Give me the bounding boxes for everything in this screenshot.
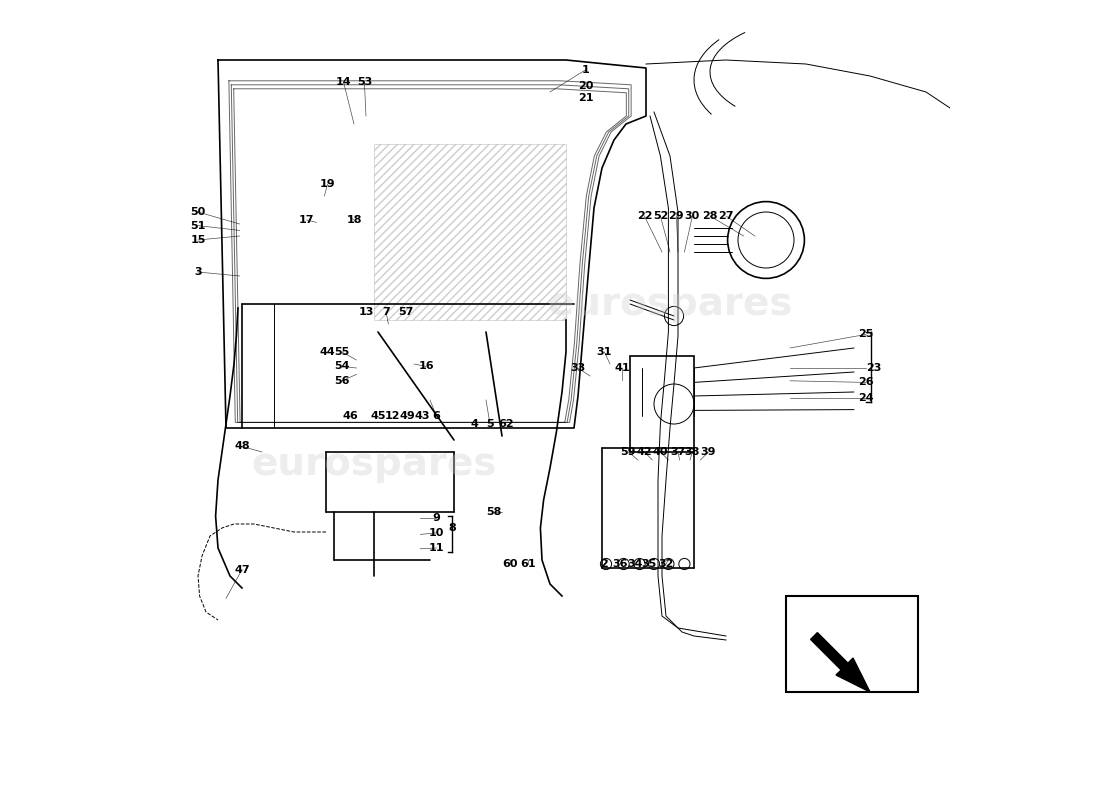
Text: 31: 31	[596, 347, 612, 357]
Text: 55: 55	[334, 347, 350, 357]
Text: 18: 18	[346, 215, 362, 225]
Text: 53: 53	[356, 78, 372, 87]
Text: 8: 8	[449, 523, 456, 533]
Text: 44: 44	[320, 347, 336, 357]
Bar	[786, 596, 918, 692]
Text: 24: 24	[858, 394, 873, 403]
Text: 32: 32	[658, 559, 673, 569]
Text: 28: 28	[702, 211, 717, 221]
Text: 62: 62	[498, 419, 514, 429]
Text: 36: 36	[613, 559, 628, 569]
Text: 4: 4	[470, 419, 477, 429]
Text: 43: 43	[415, 411, 430, 421]
Text: 37: 37	[670, 447, 685, 457]
Text: 16: 16	[418, 362, 433, 371]
Text: 5: 5	[486, 419, 494, 429]
Bar	[630, 356, 694, 452]
Text: 60: 60	[503, 559, 518, 569]
Text: 34: 34	[627, 559, 642, 569]
Text: eurospares: eurospares	[548, 285, 793, 323]
Text: 12: 12	[385, 411, 400, 421]
Text: 25: 25	[858, 330, 873, 339]
Text: 13: 13	[359, 307, 374, 317]
Text: 40: 40	[652, 447, 668, 457]
Text: 7: 7	[382, 307, 389, 317]
Text: 41: 41	[614, 363, 630, 373]
Text: 39: 39	[701, 447, 716, 457]
Text: 10: 10	[429, 528, 444, 538]
Text: 56: 56	[334, 376, 350, 386]
Text: 17: 17	[299, 215, 315, 225]
Text: 58: 58	[486, 507, 502, 517]
Text: 61: 61	[520, 559, 536, 569]
Text: 38: 38	[684, 447, 700, 457]
Text: 42: 42	[637, 447, 652, 457]
Text: 15: 15	[190, 235, 206, 245]
Text: 6: 6	[432, 411, 440, 421]
Text: 3: 3	[195, 267, 201, 277]
Text: 19: 19	[320, 179, 336, 189]
Text: 48: 48	[234, 442, 250, 451]
Text: 14: 14	[336, 78, 351, 87]
Text: 51: 51	[190, 221, 206, 230]
Text: 46: 46	[342, 411, 358, 421]
Text: 54: 54	[334, 362, 350, 371]
Text: 47: 47	[234, 565, 250, 574]
Text: 50: 50	[190, 207, 206, 217]
Text: 2: 2	[601, 559, 608, 569]
Text: 59: 59	[620, 447, 636, 457]
Text: 23: 23	[867, 363, 882, 373]
Text: 29: 29	[669, 211, 684, 221]
Text: 49: 49	[399, 411, 416, 421]
Text: eurospares: eurospares	[251, 445, 497, 483]
Text: 11: 11	[429, 543, 444, 553]
Text: 52: 52	[652, 211, 668, 221]
Text: 45: 45	[371, 411, 386, 421]
Text: 30: 30	[685, 211, 700, 221]
Text: 33: 33	[571, 363, 585, 373]
Text: 26: 26	[858, 378, 873, 387]
Text: 21: 21	[579, 93, 594, 102]
Text: 27: 27	[718, 211, 734, 221]
Text: 20: 20	[579, 81, 594, 90]
Text: 1: 1	[582, 65, 590, 74]
Text: 35: 35	[641, 559, 657, 569]
Text: 22: 22	[637, 211, 652, 221]
Text: 57: 57	[398, 307, 414, 317]
Text: 9: 9	[432, 514, 440, 523]
FancyArrow shape	[811, 633, 870, 692]
